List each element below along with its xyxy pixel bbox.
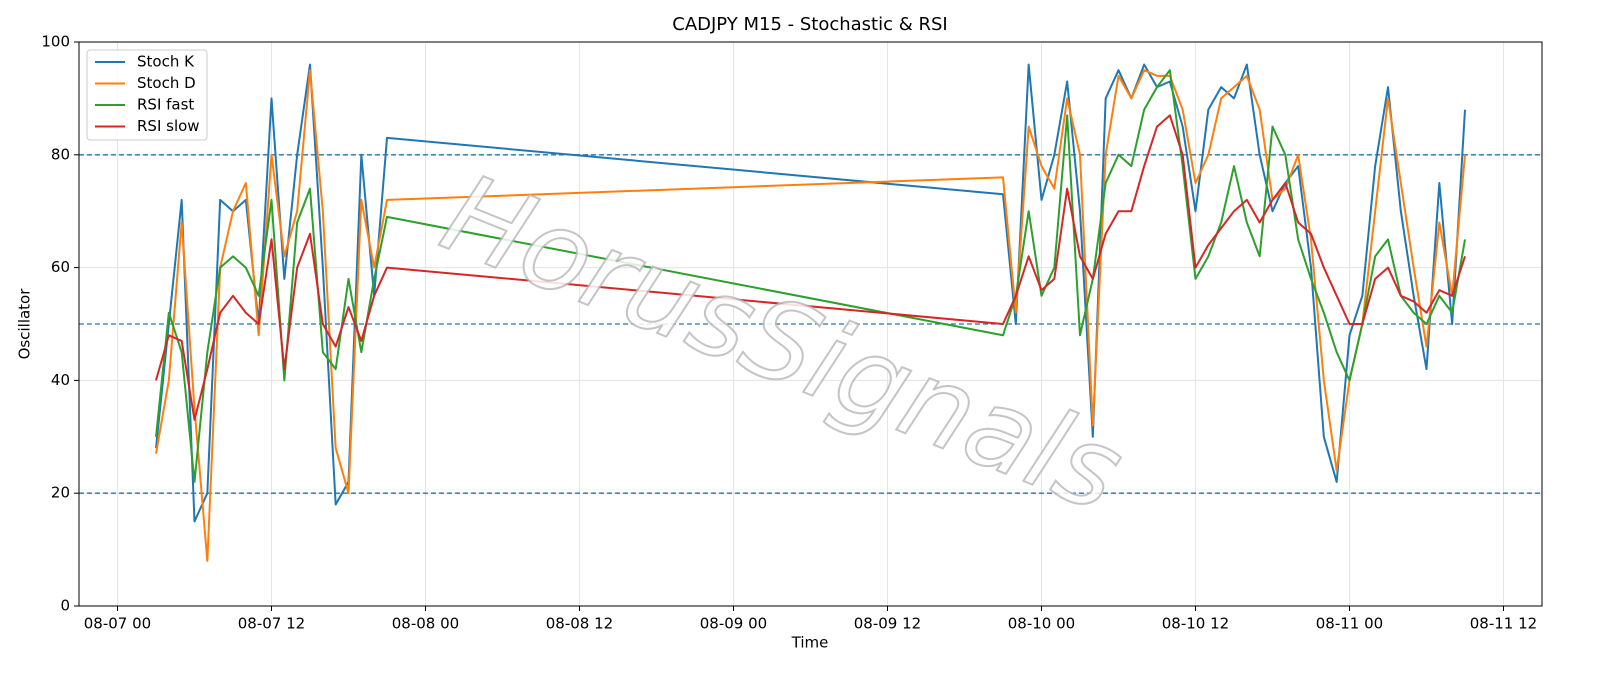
x-tick-label: 08-10 12 (1162, 615, 1229, 633)
x-tick-label: 08-08 12 (546, 615, 613, 633)
legend: Stoch K Stoch D RSI fast RSI slow (86, 49, 208, 141)
x-tick-label: 08-09 12 (854, 615, 921, 633)
watermark: HorusSignals (426, 149, 1139, 536)
chart-title: CADJPY M15 - Stochastic & RSI (672, 14, 947, 35)
x-axis-label: Time (791, 634, 829, 652)
y-tick-label: 40 (51, 371, 70, 389)
y-tick-label: 20 (51, 484, 70, 502)
series-line (155, 114, 1466, 421)
legend-label: RSI fast (137, 96, 194, 114)
y-axis-label: Oscillator (16, 288, 34, 360)
series-line (155, 69, 1466, 483)
legend-box (86, 49, 208, 141)
y-tick-label: 0 (60, 597, 70, 615)
legend-label: Stoch D (137, 74, 196, 92)
legend-label: Stoch K (137, 53, 195, 71)
plot-frame (78, 41, 1543, 607)
y-tick-label: 100 (41, 33, 70, 51)
series-line (155, 63, 1466, 523)
x-tick-label: 08-10 00 (1008, 615, 1075, 633)
y-tick-label: 60 (51, 258, 70, 276)
x-tick-label: 08-11 12 (1470, 615, 1537, 633)
x-tick-label: 08-09 00 (700, 615, 767, 633)
x-tick-label: 08-08 00 (392, 615, 459, 633)
series-line (155, 69, 1466, 562)
x-tick-label: 08-11 00 (1316, 615, 1383, 633)
legend-label: RSI slow (137, 117, 200, 135)
y-tick-label: 80 (51, 145, 70, 163)
x-tick-label: 08-07 00 (84, 615, 151, 633)
x-tick-label: 08-07 12 (238, 615, 305, 633)
